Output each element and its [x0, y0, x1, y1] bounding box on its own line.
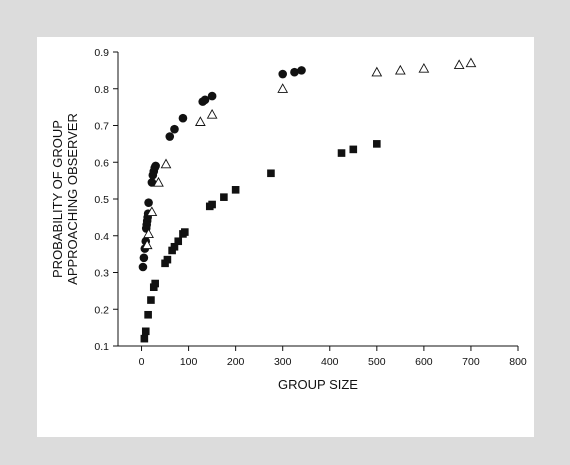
x-tick-label: 0	[139, 356, 145, 368]
y-tick-label: 0.9	[94, 47, 109, 59]
square-data-point	[163, 255, 172, 264]
square-data-point	[267, 169, 275, 178]
square-data-point	[231, 186, 240, 194]
triangle-data-point	[194, 116, 206, 126]
circle-data-point	[290, 67, 299, 77]
square-data-point	[181, 228, 189, 236]
square-data-point	[151, 279, 159, 288]
triangle-data-point	[277, 83, 289, 93]
square-data-point	[144, 310, 152, 319]
circle-data-point	[144, 198, 153, 207]
triangle-data-point	[371, 66, 383, 77]
y-tick-label: 0.1	[94, 341, 109, 353]
x-tick-label: 700	[462, 356, 480, 368]
triangle-data-point	[153, 176, 164, 187]
square-data-point	[170, 242, 179, 251]
y-axis-title-line-1: PROBABILITY OF GROUP	[50, 120, 65, 278]
x-axis-ticks: 0 100 200 300 400 500 600 700 800	[139, 346, 527, 368]
circle-data-point	[170, 124, 179, 134]
circle-data-point	[297, 66, 306, 75]
square-data-point	[140, 334, 149, 343]
y-axis-title: PROBABILITY OF GROUP APPROACHING OBSERVE…	[50, 113, 80, 285]
y-axis-ticks: 0.1 0.2 0.3 0.4 0.5 0.6 0.7 0.8 0.9	[94, 47, 118, 353]
y-tick-label: 0.2	[94, 304, 109, 316]
circle-data-point	[139, 253, 149, 263]
y-tick-label: 0.6	[94, 157, 109, 169]
square-data-point	[147, 296, 155, 304]
square-data-point	[141, 327, 150, 336]
square-data-point	[349, 145, 358, 154]
circle-data-point	[200, 95, 210, 105]
y-tick-label: 0.5	[94, 194, 109, 206]
x-tick-label: 400	[321, 356, 339, 368]
triangle-data-point	[394, 64, 406, 75]
square-data-point	[174, 237, 183, 246]
circle-data-point	[207, 91, 217, 101]
y-axis-title-line-2: APPROACHING OBSERVER	[65, 113, 80, 285]
circle-data-point	[147, 178, 157, 187]
triangle-data-point	[160, 158, 172, 169]
circle-data-point	[138, 262, 148, 272]
circle-data-point	[165, 132, 175, 141]
y-tick-label: 0.4	[94, 231, 109, 243]
square-data-point	[220, 193, 228, 201]
data-points	[138, 57, 477, 343]
x-tick-label: 800	[509, 356, 527, 368]
circle-data-point	[278, 69, 288, 79]
axes	[117, 52, 518, 347]
triangle-data-point	[418, 63, 430, 73]
x-tick-label: 300	[274, 356, 292, 368]
square-data-point	[337, 149, 346, 157]
x-axis-title: GROUP SIZE	[278, 377, 358, 392]
chart-panel	[37, 37, 534, 437]
square-data-point	[373, 140, 381, 148]
x-tick-label: 600	[415, 356, 433, 368]
y-tick-label: 0.8	[94, 84, 109, 96]
x-tick-label: 200	[227, 356, 245, 368]
y-tick-label: 0.7	[94, 121, 109, 133]
y-tick-label: 0.3	[94, 268, 109, 280]
triangle-data-point	[146, 206, 158, 216]
square-data-point	[208, 200, 216, 209]
x-tick-label: 100	[180, 356, 198, 368]
x-tick-label: 500	[368, 356, 386, 368]
triangle-data-point	[206, 108, 218, 119]
triangle-data-point	[465, 57, 477, 68]
circle-data-point	[178, 113, 188, 123]
triangle-data-point	[453, 59, 465, 69]
triangle-data-point	[143, 228, 154, 239]
circle-data-point	[151, 161, 160, 171]
triangle-data-point	[141, 239, 153, 250]
